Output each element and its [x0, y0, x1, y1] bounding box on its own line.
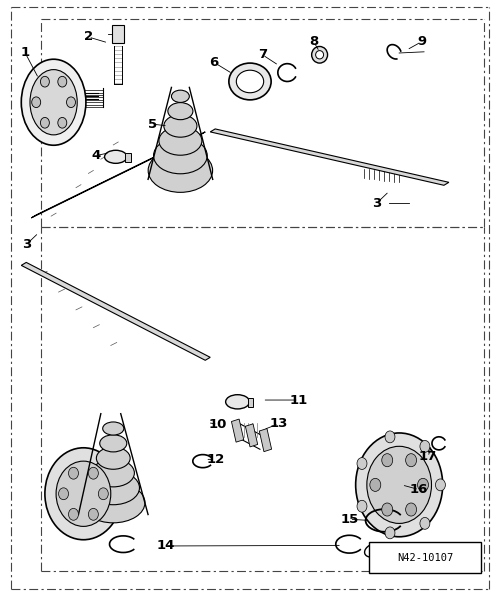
Ellipse shape [226, 395, 250, 409]
Ellipse shape [236, 70, 264, 93]
Ellipse shape [406, 503, 416, 516]
Ellipse shape [102, 422, 124, 435]
Ellipse shape [68, 508, 78, 520]
Ellipse shape [382, 454, 392, 467]
Polygon shape [22, 262, 210, 361]
Text: 16: 16 [410, 483, 428, 496]
Polygon shape [31, 132, 206, 218]
Bar [124, 153, 130, 162]
Circle shape [385, 527, 395, 539]
Ellipse shape [56, 461, 111, 526]
Circle shape [420, 517, 430, 529]
Ellipse shape [92, 459, 134, 487]
Ellipse shape [58, 117, 67, 128]
Ellipse shape [418, 479, 428, 491]
Text: 10: 10 [208, 418, 227, 431]
Text: N42-10107: N42-10107 [397, 553, 454, 563]
Ellipse shape [87, 471, 140, 505]
Ellipse shape [229, 63, 271, 100]
Ellipse shape [58, 76, 67, 87]
Ellipse shape [45, 448, 122, 540]
Ellipse shape [356, 433, 442, 537]
Text: 7: 7 [258, 48, 267, 61]
Text: 14: 14 [156, 539, 174, 552]
Ellipse shape [98, 488, 108, 499]
Bar [248, 398, 254, 406]
Text: 11: 11 [290, 393, 308, 406]
Bar [260, 429, 272, 452]
Circle shape [385, 431, 395, 443]
Ellipse shape [164, 115, 197, 137]
Ellipse shape [22, 59, 86, 145]
Ellipse shape [159, 126, 202, 155]
Ellipse shape [172, 90, 190, 103]
Ellipse shape [312, 46, 328, 63]
Ellipse shape [316, 51, 324, 59]
Text: 6: 6 [210, 56, 219, 69]
Circle shape [357, 500, 367, 512]
Text: 9: 9 [417, 35, 426, 48]
Ellipse shape [154, 138, 207, 174]
Text: 3: 3 [22, 238, 31, 251]
FancyBboxPatch shape [370, 542, 481, 573]
Bar [232, 419, 244, 442]
Text: 1: 1 [20, 46, 30, 60]
Ellipse shape [96, 447, 130, 469]
Ellipse shape [82, 483, 145, 523]
Bar [112, 25, 124, 43]
Ellipse shape [66, 97, 76, 107]
Ellipse shape [58, 488, 68, 499]
Text: 4: 4 [91, 149, 101, 162]
Ellipse shape [148, 148, 212, 193]
Text: 2: 2 [84, 30, 93, 44]
Ellipse shape [30, 70, 77, 135]
Ellipse shape [168, 103, 193, 120]
Text: 3: 3 [372, 197, 382, 210]
Text: 12: 12 [206, 453, 225, 466]
Ellipse shape [406, 454, 416, 467]
Ellipse shape [40, 117, 50, 128]
Text: 13: 13 [270, 417, 288, 430]
Ellipse shape [88, 508, 99, 520]
Ellipse shape [370, 479, 381, 491]
Bar [246, 424, 258, 447]
Circle shape [436, 479, 446, 491]
Ellipse shape [40, 76, 50, 87]
Ellipse shape [104, 150, 127, 163]
Polygon shape [210, 129, 449, 185]
Ellipse shape [68, 467, 78, 479]
Circle shape [420, 440, 430, 452]
Ellipse shape [367, 446, 432, 523]
Ellipse shape [100, 434, 127, 452]
Text: 8: 8 [309, 35, 318, 48]
Circle shape [357, 458, 367, 470]
Text: 5: 5 [148, 117, 158, 131]
Ellipse shape [382, 503, 392, 516]
Text: 17: 17 [419, 451, 437, 464]
Text: 15: 15 [340, 513, 358, 526]
Ellipse shape [88, 467, 99, 479]
Ellipse shape [32, 97, 40, 107]
